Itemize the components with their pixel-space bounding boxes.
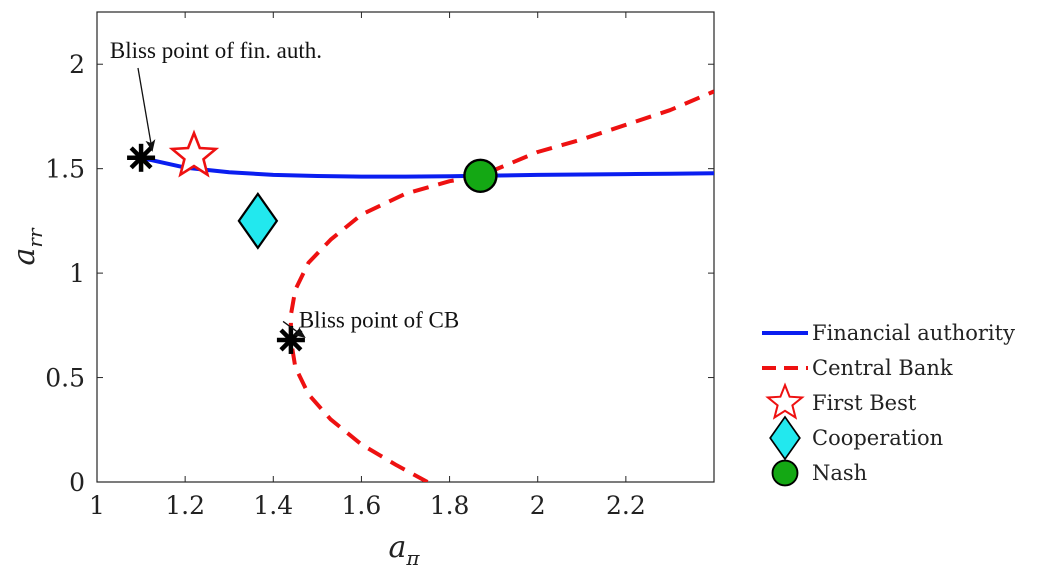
y-axis-label: arr xyxy=(7,227,47,265)
annotation-arrow xyxy=(137,67,156,152)
axis-ticks: 1 1.2 1.4 1.6 1.8 2 2.2 0 0.5 1 1.5 2 xyxy=(45,12,714,520)
legend-label: Financial authority xyxy=(812,321,1015,345)
legend-item-central-bank: Central Bank xyxy=(762,356,953,380)
nash-marker xyxy=(463,158,498,193)
legend-item-nash: Nash xyxy=(771,459,867,487)
legend-swatch xyxy=(771,459,799,487)
marker-layer xyxy=(127,129,498,354)
y-axis-label-sub: rr xyxy=(23,227,47,248)
x-tick-label: 1.2 xyxy=(165,491,205,520)
y-tick-label: 0 xyxy=(69,468,85,497)
x-tick-label: 1.6 xyxy=(342,491,382,520)
series-line-central-bank xyxy=(288,89,714,482)
legend-label: Nash xyxy=(812,461,867,485)
annotation-text: Bliss point of fin. auth. xyxy=(110,38,322,63)
series-line-financial-authority xyxy=(140,155,714,179)
y-axis-label-main: a xyxy=(7,248,42,266)
legend: Financial authority Central Bank First Bes… xyxy=(762,321,1015,487)
legend-item-financial-authority: Financial authority xyxy=(762,321,1015,345)
annotation-arrow xyxy=(282,320,306,339)
y-tick-label: 0.5 xyxy=(45,364,85,393)
x-axis-label: aπ xyxy=(388,530,420,568)
legend-swatch xyxy=(769,415,801,461)
legend-swatch xyxy=(765,382,805,420)
legend-label: Cooperation xyxy=(812,426,943,450)
x-tick-label: 1.4 xyxy=(253,491,293,520)
legend-item-first-best: First Best xyxy=(765,382,917,420)
x-axis-label-sub: π xyxy=(405,546,420,568)
x-tick-label: 1.8 xyxy=(430,491,470,520)
legend-label: Central Bank xyxy=(812,356,953,380)
legend-item-cooperation: Cooperation xyxy=(769,415,943,461)
annotation-layer: Bliss point of fin. auth. Bliss point of … xyxy=(110,38,459,339)
legend-label: First Best xyxy=(812,391,917,415)
annotation-text: Bliss point of CB xyxy=(299,307,459,332)
cooperation-marker xyxy=(237,191,279,250)
x-tick-label: 2.2 xyxy=(606,491,646,520)
y-tick-label: 1 xyxy=(69,259,85,288)
y-tick-label: 2 xyxy=(69,50,85,79)
bliss-point-marker xyxy=(127,143,156,172)
first-best-marker xyxy=(168,129,220,178)
plot-area xyxy=(96,11,715,483)
x-axis-label-main: a xyxy=(388,530,406,565)
series-layer xyxy=(140,89,714,482)
y-tick-label: 1.5 xyxy=(45,155,85,184)
x-tick-label: 1 xyxy=(89,491,105,520)
x-tick-label: 2 xyxy=(530,491,546,520)
